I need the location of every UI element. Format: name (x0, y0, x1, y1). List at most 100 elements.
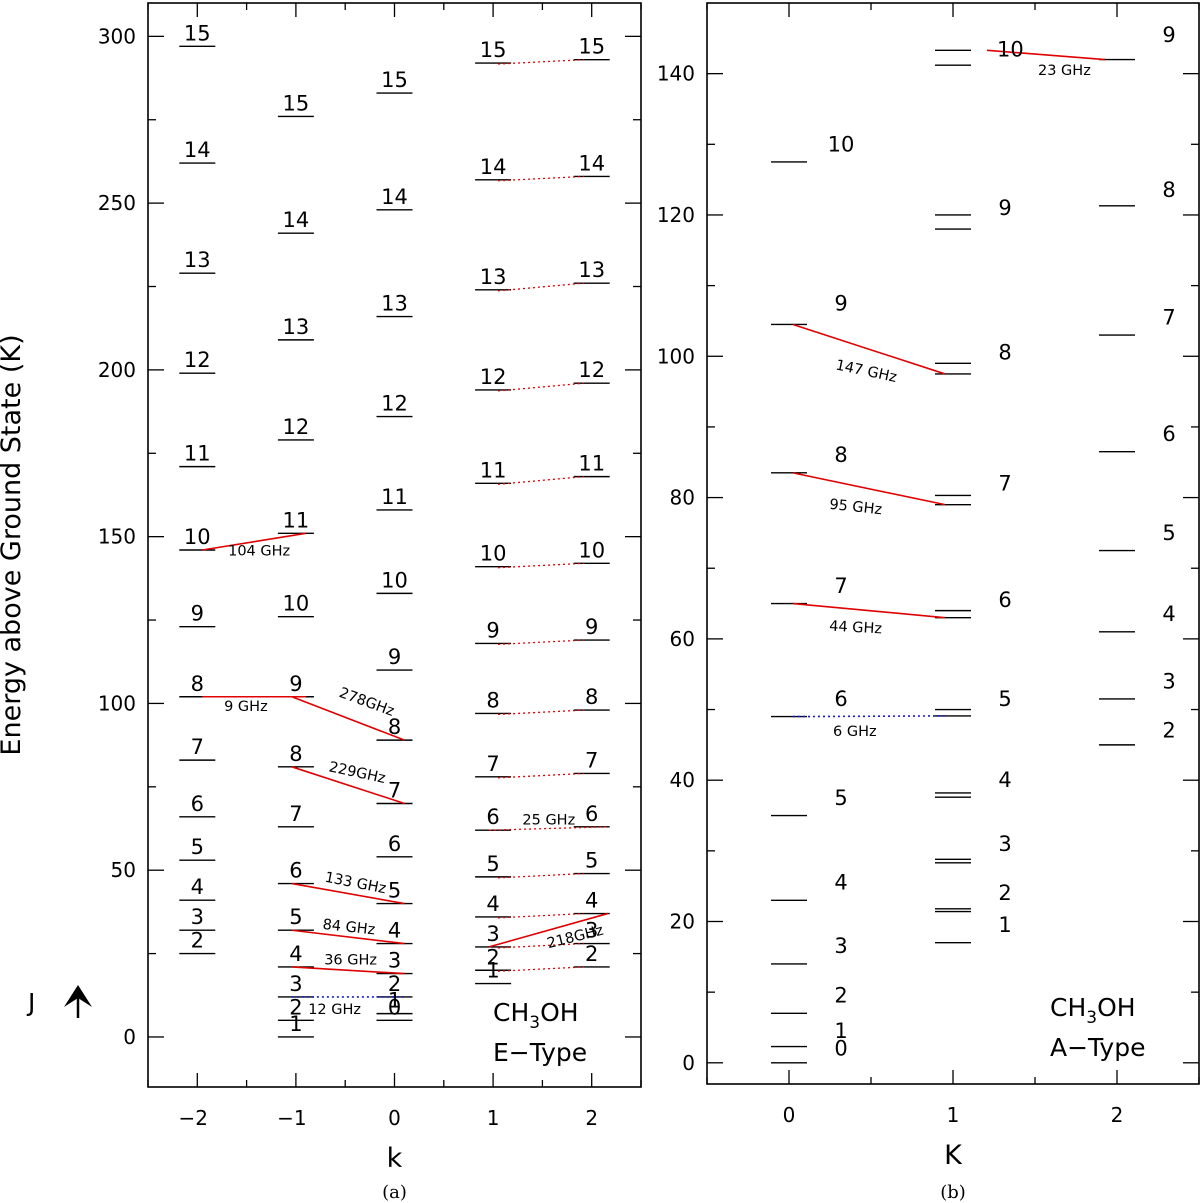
x-tick-label: 1 (947, 1103, 960, 1127)
j-label: 4 (388, 919, 401, 943)
dotted-transition (498, 562, 584, 569)
x-tick-label: 2 (1111, 1103, 1124, 1127)
transition-label: 147 GHz (834, 357, 898, 386)
j-label: 8 (388, 715, 401, 739)
j-label: 3 (486, 922, 499, 946)
j-label: 6 (585, 802, 598, 826)
j-label: 12 (184, 348, 211, 372)
j-label: 11 (578, 452, 605, 476)
transition-line (291, 882, 405, 905)
j-label: 1 (998, 913, 1011, 937)
j-label: 3 (834, 934, 847, 958)
j-label: 3 (998, 832, 1011, 856)
j-label: 2 (1162, 719, 1175, 743)
species-subscript: 3 (1086, 1008, 1097, 1028)
j-label: 15 (283, 91, 310, 115)
transition-label: 133 GHz (323, 870, 387, 898)
species-subscript: 3 (529, 1013, 540, 1033)
j-label: 12 (480, 365, 507, 389)
j-label: 8 (1162, 178, 1175, 202)
j-label: 7 (998, 471, 1011, 495)
j-label: 14 (480, 155, 507, 179)
j-label: 9 (834, 291, 847, 315)
transition-label: 229GHz (327, 759, 387, 787)
j-label: 1 (289, 1012, 302, 1036)
j-label: 1 (486, 959, 499, 983)
type-label: A−Type (1050, 1033, 1145, 1062)
species-tail: OH (540, 998, 578, 1027)
species-main: CH (493, 998, 529, 1027)
transition-label: 278GHz (337, 685, 396, 720)
transition-line (291, 696, 405, 741)
j-label: 7 (388, 778, 401, 802)
panel-label: (b) (940, 1182, 966, 1203)
x-tick-label: −1 (277, 1106, 306, 1130)
y-tick-label: 50 (111, 858, 136, 882)
j-label: 4 (998, 768, 1011, 792)
j-label: 13 (381, 292, 408, 316)
transition-line (986, 49, 1106, 61)
dotted-transition (498, 772, 584, 779)
y-tick-label: 80 (670, 486, 695, 510)
transition-label: 36 GHz (324, 952, 377, 968)
j-label: 9 (486, 618, 499, 642)
dotted-transition (498, 175, 584, 182)
j-label: 5 (289, 905, 302, 929)
type-label: E−Type (493, 1038, 587, 1067)
x-tick-label: 0 (388, 1106, 401, 1130)
y-axis-label: Energy above Ground State (K) (0, 334, 27, 755)
transition-label: 9 GHz (224, 699, 268, 715)
j-label: 7 (585, 748, 598, 772)
j-label: 3 (191, 905, 204, 929)
j-label: 13 (184, 248, 211, 272)
j-label: 4 (289, 942, 302, 966)
j-label: 2 (834, 984, 847, 1008)
j-label: 3 (1162, 669, 1175, 693)
j-label: 6 (191, 792, 204, 816)
x-tick-label: −2 (179, 1106, 208, 1130)
j-label: 9 (191, 602, 204, 626)
j-label: 2 (998, 881, 1011, 905)
transition-line (792, 715, 946, 718)
j-label: 2 (585, 942, 598, 966)
transition-line (202, 532, 307, 551)
j-label: 6 (388, 832, 401, 856)
j-label: 4 (1162, 602, 1175, 626)
j-label: 10 (480, 542, 507, 566)
dotted-transition (498, 639, 584, 646)
panel-label: (a) (382, 1182, 407, 1203)
j-label: 1 (388, 989, 401, 1013)
j-label: 9 (289, 672, 302, 696)
dotted-transition (498, 382, 584, 392)
j-label: 6 (1162, 422, 1175, 446)
transition-label: 23 GHz (1038, 63, 1091, 79)
transition-label: 25 GHz (522, 813, 575, 829)
j-label: 0 (388, 995, 401, 1019)
j-label: 8 (191, 672, 204, 696)
y-tick-label: 300 (98, 24, 136, 48)
j-label: 4 (486, 892, 499, 916)
dotted-transition (498, 709, 584, 716)
x-tick-label: 1 (487, 1106, 500, 1130)
y-tick-label: 60 (670, 627, 695, 651)
j-label: 8 (834, 443, 847, 467)
transition-line (792, 602, 946, 619)
j-label: 5 (1162, 521, 1175, 545)
transition-line (291, 929, 405, 945)
j-label: 7 (191, 735, 204, 759)
y-tick-label: 200 (98, 358, 136, 382)
j-label: 10 (997, 37, 1024, 61)
x-tick-label: 2 (585, 1106, 598, 1130)
y-tick-label: 100 (657, 344, 695, 368)
transition-label: 44 GHz (829, 619, 883, 638)
j-label: 6 (289, 859, 302, 883)
dotted-transition (498, 872, 584, 879)
species-label: CH3OH (1050, 993, 1136, 1028)
transition-label: 95 GHz (829, 497, 883, 518)
j-label: 14 (578, 151, 605, 175)
j-label: 14 (283, 208, 310, 232)
y-tick-label: 0 (682, 1051, 695, 1075)
j-label: 5 (388, 879, 401, 903)
j-label: 13 (283, 315, 310, 339)
dotted-transition (498, 475, 584, 485)
